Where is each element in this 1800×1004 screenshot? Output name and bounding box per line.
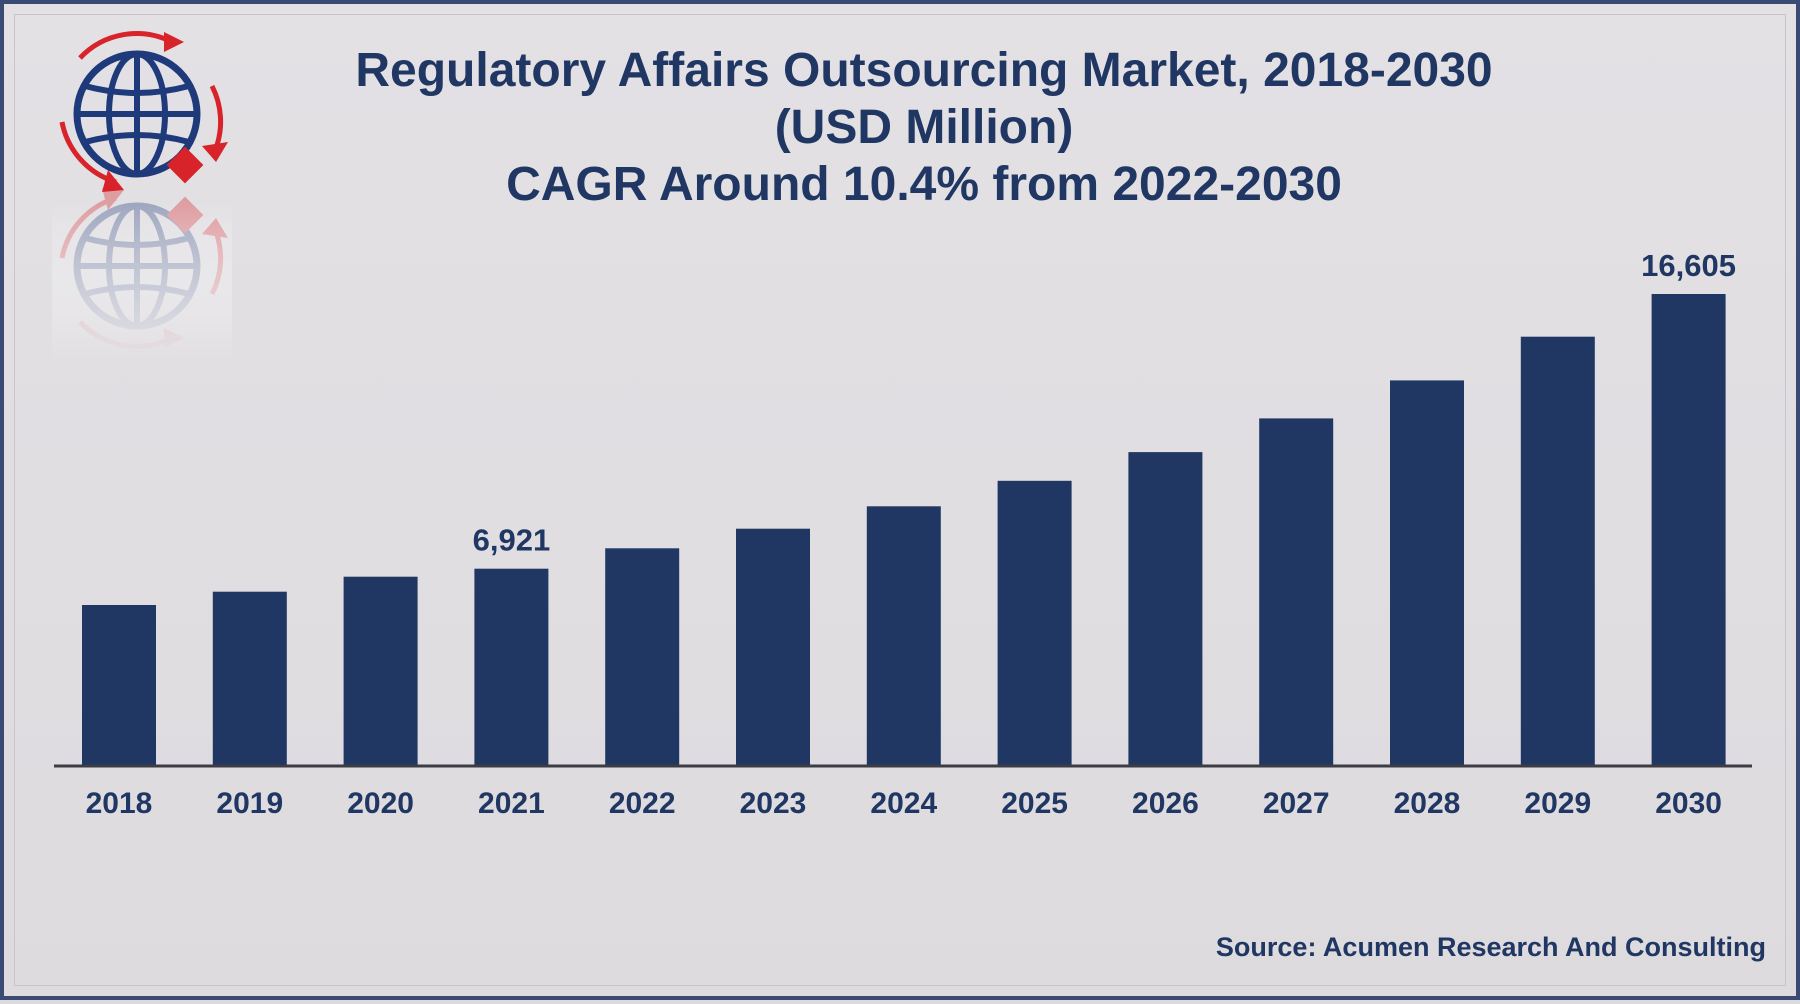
bar-2026 (1128, 452, 1203, 765)
data-label-2030: 16,605 (1641, 248, 1736, 283)
bar-2025 (997, 480, 1072, 765)
x-tick-label: 2018 (86, 787, 153, 820)
bar-2018 (82, 605, 156, 765)
data-label-2021: 6,921 (473, 523, 551, 558)
bar-2022 (605, 548, 680, 765)
x-tick-label: 2024 (870, 787, 937, 820)
source-note: Source: Acumen Research And Consulting (1215, 932, 1766, 962)
x-tick-label: 2025 (1001, 787, 1068, 820)
bar-2023 (736, 528, 810, 765)
bar-2027 (1259, 418, 1334, 765)
bars-group (82, 294, 1726, 765)
globe-logo-icon (52, 31, 232, 360)
x-tick-label: 2023 (740, 787, 807, 820)
bar-2021 (474, 568, 549, 765)
title-line-1: Regulatory Affairs Outsourcing Market, 2… (355, 44, 1493, 97)
bar-2028 (1390, 380, 1464, 765)
x-tick-label: 2020 (347, 787, 414, 820)
x-tick-label: 2028 (1394, 787, 1461, 820)
bar-2030 (1651, 294, 1726, 765)
bar-2024 (866, 506, 941, 765)
title-line-2: (USD Million) (774, 101, 1074, 154)
bar-2020 (343, 576, 418, 765)
x-tick-label: 2027 (1263, 787, 1330, 820)
chart-title: Regulatory Affairs Outsourcing Market, 2… (264, 42, 1584, 213)
x-tick-label: 2026 (1132, 787, 1199, 820)
bar-2019 (212, 591, 287, 765)
title-line-3: CAGR Around 10.4% from 2022-2030 (506, 158, 1342, 211)
x-tick-labels: 2018 2019 2020 2021 2022 2023 2024 2025 2026 2027… (86, 787, 1722, 820)
x-tick-label: 2022 (609, 787, 676, 820)
bar-2029 (1520, 336, 1595, 765)
bar-chart: 2018 2019 2020 2021 2022 2023 2024 2025 2026 2027… (54, 248, 1752, 820)
x-tick-label: 2019 (216, 787, 283, 820)
x-tick-label: 2029 (1524, 787, 1591, 820)
x-tick-label: 2021 (478, 787, 545, 820)
data-labels: 6,921 16,605 (473, 248, 1736, 558)
x-tick-label: 2030 (1655, 787, 1722, 820)
